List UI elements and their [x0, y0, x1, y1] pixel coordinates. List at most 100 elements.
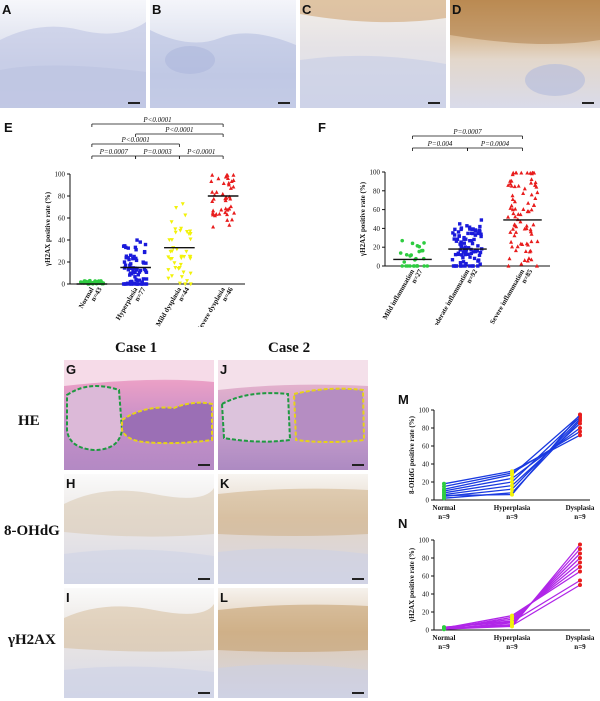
p-value-label: P=0.0007 [452, 128, 482, 136]
data-point [510, 172, 515, 177]
y-axis-label: γH2AX positive rate (%) [44, 191, 52, 267]
data-point [400, 264, 404, 268]
data-point [123, 263, 128, 267]
data-point [188, 282, 193, 287]
panel-label-l: L [220, 590, 228, 605]
data-point [474, 248, 479, 252]
data-point [442, 493, 446, 498]
data-point [408, 254, 412, 258]
data-point [400, 238, 405, 243]
data-point [134, 268, 139, 272]
data-point [529, 231, 534, 236]
data-point [210, 172, 215, 177]
data-point [516, 183, 521, 188]
data-point [472, 237, 476, 242]
data-point [534, 263, 539, 268]
data-point [578, 578, 582, 583]
data-point [138, 240, 142, 244]
micrograph-b [150, 0, 296, 108]
y-tick-label: 20 [422, 609, 430, 617]
data-point [126, 268, 131, 272]
data-point [184, 249, 189, 254]
data-point [476, 259, 480, 263]
data-point [519, 261, 524, 266]
data-point [133, 245, 138, 250]
data-point [471, 264, 475, 268]
data-point [219, 207, 224, 212]
data-point [510, 480, 514, 484]
y-tick-label: 0 [426, 497, 430, 505]
data-point [132, 281, 136, 285]
data-point [181, 270, 186, 275]
y-tick-label: 0 [62, 281, 66, 289]
y-tick-label: 100 [370, 169, 381, 177]
data-point [458, 248, 462, 252]
data-point [524, 223, 529, 228]
data-point [178, 262, 183, 267]
data-point [525, 258, 530, 263]
data-point [179, 275, 184, 279]
data-point [466, 231, 470, 236]
data-point [479, 232, 483, 236]
data-point [509, 183, 514, 188]
data-point [129, 271, 133, 276]
micrograph-l [218, 588, 368, 698]
data-point [521, 207, 526, 211]
data-point [173, 227, 178, 232]
data-point [126, 256, 130, 260]
data-point [578, 583, 582, 587]
data-point [223, 198, 228, 203]
data-point [125, 281, 130, 285]
scale-bar [428, 102, 440, 104]
data-point [510, 197, 515, 202]
data-point [578, 433, 582, 438]
data-point [514, 224, 519, 229]
data-point [525, 242, 530, 247]
data-point [457, 234, 461, 238]
row-label-he: HE [18, 413, 40, 429]
data-point [468, 227, 472, 231]
data-point [528, 229, 533, 234]
data-point [525, 209, 530, 214]
data-point [511, 211, 516, 216]
data-point [510, 613, 514, 618]
data-point [183, 282, 188, 287]
data-point [452, 233, 457, 237]
data-point [477, 253, 482, 257]
data-point [463, 264, 467, 268]
data-point [468, 239, 472, 243]
data-point [422, 241, 426, 245]
scale-bar [352, 464, 364, 466]
data-point [510, 492, 514, 497]
category-n-label: n=9 [438, 513, 450, 521]
data-point [419, 248, 424, 253]
data-point [512, 199, 517, 204]
p-value-label: P=0.0004 [480, 140, 510, 148]
data-point [229, 179, 234, 184]
y-tick-label: 80 [422, 555, 430, 563]
y-tick-label: 40 [58, 237, 66, 245]
data-point [137, 278, 142, 282]
data-point [134, 256, 138, 261]
data-point [523, 249, 528, 254]
data-point [510, 619, 514, 624]
data-point [476, 244, 480, 248]
data-point [529, 239, 534, 244]
data-point [166, 276, 171, 281]
data-point [188, 237, 193, 242]
data-point [467, 264, 472, 268]
data-point [528, 171, 533, 175]
panel-label-b: B [152, 2, 162, 17]
data-point [138, 268, 143, 273]
y-tick-label: 100 [55, 171, 66, 179]
data-point [412, 264, 417, 268]
y-tick-label: 40 [373, 225, 381, 233]
p-value-label: P=0.004 [427, 140, 453, 148]
data-point [122, 260, 127, 264]
scale-bar [582, 102, 594, 104]
data-point [506, 263, 511, 268]
data-point [535, 190, 540, 195]
data-point [214, 190, 219, 194]
data-point [521, 191, 526, 195]
